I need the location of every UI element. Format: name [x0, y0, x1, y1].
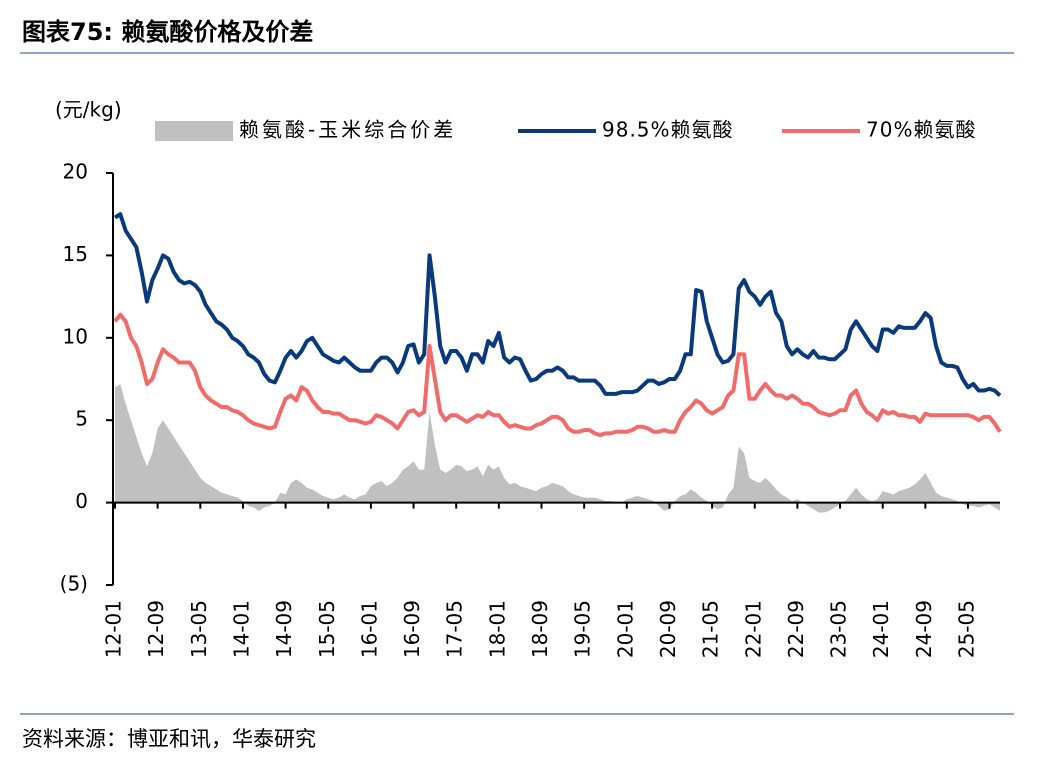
x-tick-label: 22-09	[784, 600, 808, 658]
x-tick-label: 20-01	[613, 600, 637, 658]
x-tick-label: 13-05	[187, 600, 211, 658]
legend-swatch	[155, 121, 233, 141]
legend-label: 98.5%赖氨酸	[602, 118, 734, 142]
x-tick-label: 20-09	[656, 600, 680, 658]
x-tick-label: 22-01	[741, 600, 765, 658]
y-tick-label: (5)	[60, 572, 88, 596]
y-axis-label: (元/kg)	[55, 98, 122, 122]
x-tick-label: 23-05	[827, 600, 851, 658]
legend-label: 70%赖氨酸	[866, 118, 976, 142]
y-tick-label: 20	[63, 160, 88, 184]
x-tick-label: 12-09	[144, 600, 168, 658]
chart-title: 图表75: 赖氨酸价格及价差	[22, 18, 313, 46]
x-tick-label: 24-01	[869, 600, 893, 658]
y-tick-label: 10	[63, 324, 88, 348]
x-tick-label: 15-05	[315, 600, 339, 658]
x-tick-label: 25-05	[955, 600, 979, 658]
x-tick-label: 16-01	[357, 600, 381, 658]
x-tick-label: 16-09	[400, 600, 424, 658]
x-tick-label: 12-01	[102, 600, 126, 658]
source-note: 资料来源：博亚和讯，华泰研究	[22, 727, 316, 751]
x-tick-label: 14-01	[229, 600, 253, 658]
x-tick-label: 18-01	[485, 600, 509, 658]
price-line	[113, 212, 1002, 397]
y-tick-label: 5	[75, 407, 88, 431]
price-line	[113, 312, 1002, 438]
y-tick-label: 0	[75, 489, 88, 513]
x-tick-label: 18-09	[528, 600, 552, 658]
x-tick-label: 19-05	[571, 600, 595, 658]
y-tick-label: 15	[63, 242, 88, 266]
legend-label: 赖氨酸-玉米综合价差	[239, 118, 456, 142]
gap-area	[115, 383, 1000, 513]
x-tick-label: 21-05	[699, 600, 723, 658]
x-tick-label: 24-09	[912, 600, 936, 658]
x-tick-label: 17-05	[443, 600, 467, 658]
x-tick-label: 14-09	[272, 600, 296, 658]
